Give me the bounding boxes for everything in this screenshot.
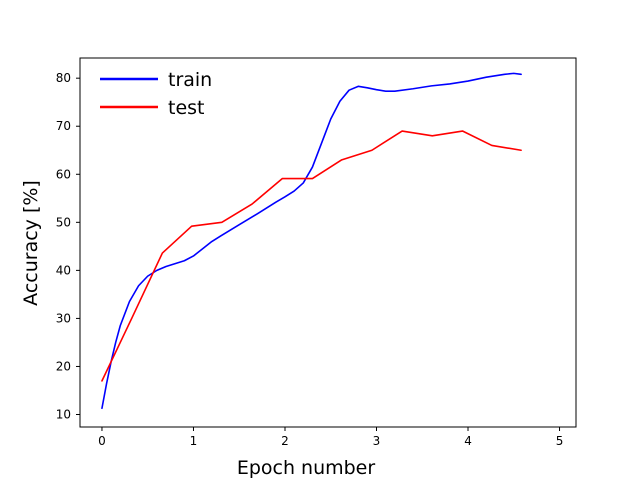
legend: train test — [100, 69, 212, 119]
series-line-train — [101, 72, 522, 410]
axes-frame — [79, 57, 577, 428]
legend-label-test: test — [168, 97, 205, 119]
x-axis-label: Epoch number — [237, 457, 376, 479]
y-axis-ticks: 10 20 30 40 50 60 70 80 — [56, 71, 80, 422]
y-tick-label: 40 — [56, 263, 71, 277]
x-tick-label: 2 — [281, 434, 289, 448]
y-axis-label: Accuracy [%] — [20, 180, 42, 306]
legend-label-train: train — [168, 69, 212, 91]
y-tick-label: 20 — [56, 359, 71, 373]
y-tick-label: 10 — [56, 408, 71, 422]
y-tick-label: 70 — [56, 119, 71, 133]
y-tick-label: 80 — [56, 71, 71, 85]
x-tick-label: 1 — [190, 434, 198, 448]
x-tick-label: 3 — [373, 434, 381, 448]
plot-area — [79, 57, 577, 428]
y-tick-label: 50 — [56, 215, 71, 229]
y-tick-label: 30 — [56, 311, 71, 325]
x-tick-label: 0 — [98, 434, 106, 448]
series-line-test — [101, 130, 522, 382]
x-tick-label: 4 — [464, 434, 472, 448]
x-tick-label: 5 — [556, 434, 564, 448]
series-layer — [101, 72, 522, 410]
y-tick-label: 60 — [56, 167, 71, 181]
x-axis-ticks: 0 1 2 3 4 5 — [98, 427, 563, 448]
